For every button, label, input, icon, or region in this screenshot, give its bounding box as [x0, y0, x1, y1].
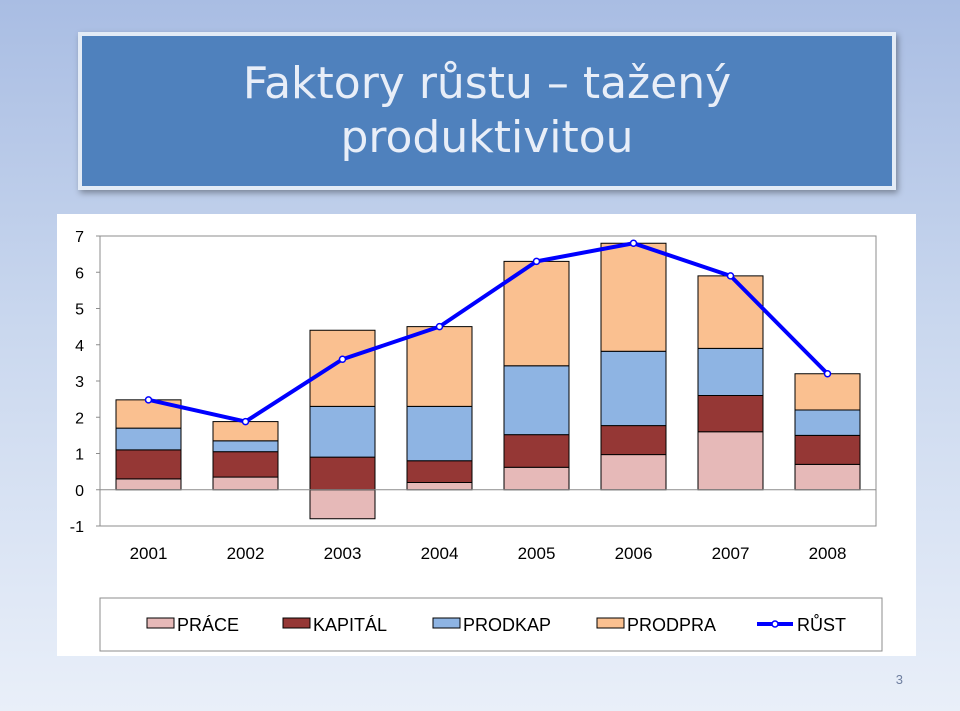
bar-prodkap-2006 [600, 350, 667, 427]
y-tick-label-3: 3 [75, 374, 84, 391]
bar-kapitál-2005 [503, 434, 570, 468]
bar-práce-2005 [503, 466, 570, 491]
bar-kapitál-2002 [212, 451, 279, 478]
bar-prodkap-2007 [697, 347, 764, 396]
legend-label-prodkap: PRODKAP [463, 615, 551, 635]
bar-práce-2007 [697, 431, 764, 491]
bar-prodkap-2001 [115, 427, 182, 451]
bar-kapitál-2004 [406, 460, 473, 483]
y-tick-label-4: 4 [75, 338, 84, 355]
bar-kapitál-2001 [115, 449, 182, 480]
bar-práce-2008 [794, 463, 861, 491]
chart-panel: 7 6 5 4 3 2 1 0 -1 2001 2002 2003 2004 2005 2006 2007 20… [57, 214, 916, 656]
x-tick-label-2006: 2006 [615, 544, 653, 563]
x-tick-label-2008: 2008 [809, 544, 847, 563]
bar-prodpra-2003 [309, 329, 376, 407]
bar-kapitál-2008 [794, 434, 861, 465]
bar-prodpra-2005 [503, 260, 570, 367]
slide-number: 3 [895, 672, 903, 687]
y-tick-label-7: 7 [75, 229, 84, 246]
bar-prodpra-2004 [406, 326, 473, 407]
legend-swatch-prodkap [432, 617, 461, 629]
y-tick-label-5: 5 [75, 302, 84, 319]
bar-prodpra-2007 [697, 275, 764, 349]
line-rust [148, 241, 829, 424]
legend-label-růst: RŮST [797, 614, 846, 635]
y-tick-label-6: 6 [75, 265, 84, 282]
x-tick-label-2002: 2002 [227, 544, 265, 563]
point-rust-2007 [726, 272, 735, 280]
point-rust-2003 [338, 355, 347, 363]
slide-title: Faktory růstu – tažený produktivitou [242, 58, 732, 163]
point-rust-2002 [241, 417, 250, 426]
legend-label-kapitál: KAPITÁL [313, 615, 387, 635]
bar-prodkap-2005 [503, 365, 570, 436]
bar-prodkap-2004 [406, 405, 473, 462]
point-rust-2008 [823, 370, 832, 378]
y-tick-label--1: -1 [70, 519, 84, 536]
point-rust-2005 [532, 257, 541, 266]
point-rust-2004 [435, 322, 444, 331]
legend-swatch-prodpra [596, 617, 625, 629]
x-tick-label-2003: 2003 [324, 544, 362, 563]
bar-prodpra-2008 [794, 373, 861, 411]
point-rust-2006 [629, 239, 638, 247]
legend-swatch-kapitál [282, 617, 311, 629]
point-rust-2001 [144, 396, 153, 404]
legend-label-prodpra: PRODPRA [627, 615, 716, 635]
y-tick-label-0: 0 [75, 483, 84, 500]
legend-label-práce: PRÁCE [177, 615, 239, 635]
bar-kapitál-2003 [309, 456, 376, 491]
legend-swatch-práce [146, 617, 175, 629]
bar-prodkap-2002 [212, 440, 279, 453]
x-tick-label-2007: 2007 [712, 544, 750, 563]
title-banner: Faktory růstu – tažený produktivitou [78, 32, 896, 190]
bar-práce-2001 [115, 478, 182, 491]
x-tick-label-2001: 2001 [130, 544, 168, 563]
bar-práce-2003 [309, 489, 376, 520]
legend-marker-rust [771, 620, 779, 628]
legend [99, 597, 883, 652]
bar-práce-2002 [212, 476, 279, 491]
y-tick-label-2: 2 [75, 410, 84, 427]
bar-prodkap-2008 [794, 409, 861, 436]
y-tick-label-1: 1 [75, 447, 84, 464]
bar-prodkap-2003 [309, 405, 376, 458]
bar-prodpra-2006 [600, 242, 667, 352]
bar-kapitál-2007 [697, 395, 764, 433]
bar-kapitál-2006 [600, 425, 667, 456]
bar-práce-2006 [600, 454, 667, 491]
x-tick-label-2005: 2005 [518, 544, 556, 563]
growth-factors-chart: 7 6 5 4 3 2 1 0 -1 2001 2002 2003 2004 2005 2006 2007 20… [70, 229, 883, 652]
x-tick-label-2004: 2004 [421, 544, 459, 563]
bar-práce-2004 [406, 482, 473, 491]
